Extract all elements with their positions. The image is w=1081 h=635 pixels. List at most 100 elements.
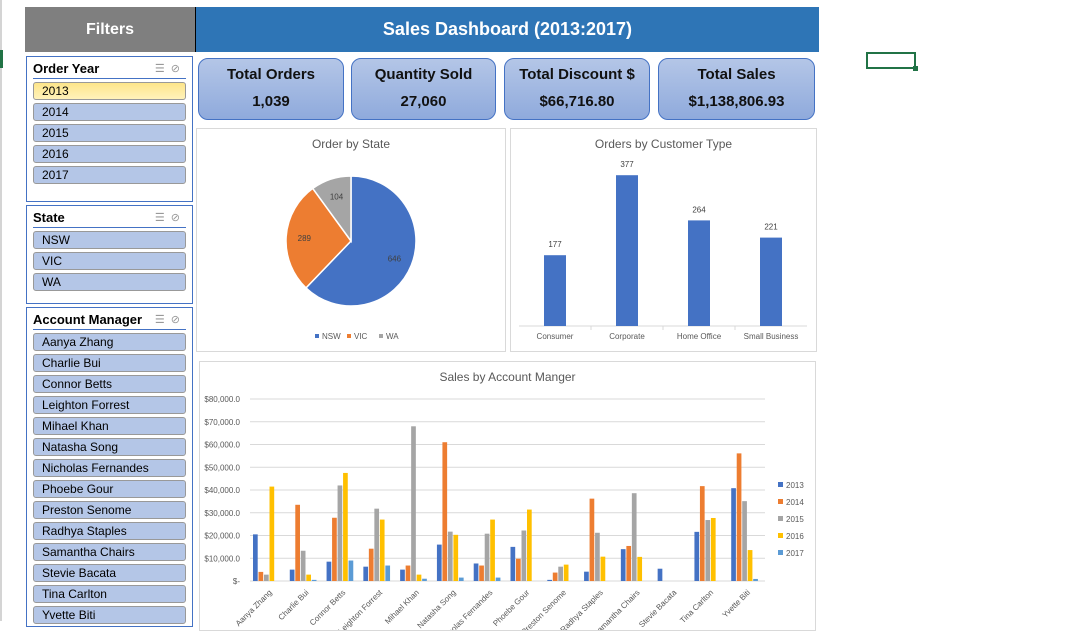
- bar-2015[interactable]: [337, 485, 343, 581]
- bar-2015[interactable]: [447, 531, 453, 581]
- bar-2013[interactable]: [731, 488, 736, 581]
- bar-2015[interactable]: [374, 508, 380, 581]
- data-label: 264: [692, 205, 706, 214]
- bar-2015[interactable]: [484, 533, 490, 581]
- clear-filter-icon[interactable]: ⊘: [170, 212, 186, 224]
- slicer-item[interactable]: Stevie Bacata: [33, 564, 186, 582]
- slicer-item[interactable]: Charlie Bui: [33, 354, 186, 372]
- pie-slice-wa[interactable]: [311, 175, 352, 244]
- slicer-item[interactable]: VIC: [33, 252, 186, 270]
- bar-2016[interactable]: [600, 556, 606, 581]
- slicer-item[interactable]: Nicholas Fernandes: [33, 459, 186, 477]
- bar-2015[interactable]: [558, 566, 563, 581]
- bar-2013[interactable]: [657, 568, 663, 581]
- slicer-item[interactable]: 2014: [33, 103, 186, 121]
- slicer-item[interactable]: NSW: [33, 231, 186, 249]
- y-tick-label: $60,000.0: [204, 441, 240, 450]
- bar-2016[interactable]: [306, 574, 311, 581]
- bar-2017[interactable]: [422, 578, 427, 581]
- bar-2013[interactable]: [473, 563, 479, 581]
- clear-filter-icon[interactable]: ⊘: [170, 314, 186, 326]
- bar-2015[interactable]: [595, 532, 600, 581]
- bar-2013[interactable]: [363, 566, 369, 581]
- slicer-item[interactable]: 2013: [33, 82, 186, 100]
- bar-2013[interactable]: [289, 569, 295, 581]
- selected-cell[interactable]: [866, 52, 918, 71]
- bar-2016[interactable]: [710, 517, 716, 581]
- bar-2016[interactable]: [563, 564, 569, 581]
- bar-2013[interactable]: [547, 579, 552, 581]
- bar-2014[interactable]: [258, 571, 264, 581]
- bar-2017[interactable]: [495, 577, 501, 581]
- pie-slice-nsw[interactable]: [304, 175, 417, 307]
- bar-2015[interactable]: [521, 530, 527, 581]
- bar-2016[interactable]: [490, 519, 495, 581]
- bar-2014[interactable]: [442, 442, 448, 581]
- bar-2013[interactable]: [694, 531, 700, 581]
- bar-2016[interactable]: [416, 574, 422, 581]
- pie-slice-vic[interactable]: [285, 187, 352, 289]
- bar-2015[interactable]: [742, 501, 747, 581]
- bar-2016[interactable]: [453, 534, 459, 581]
- bar-2016[interactable]: [269, 486, 275, 581]
- bar[interactable]: [616, 175, 638, 326]
- bar-2014[interactable]: [368, 548, 374, 581]
- slicer-item[interactable]: 2015: [33, 124, 186, 142]
- bar-2016[interactable]: [637, 556, 643, 581]
- bar[interactable]: [760, 237, 782, 326]
- bar-2017[interactable]: [753, 578, 758, 581]
- bar-2013[interactable]: [436, 544, 442, 581]
- slicer-item[interactable]: Tina Carlton: [33, 585, 186, 603]
- bar-2014[interactable]: [479, 565, 484, 581]
- bar-2015[interactable]: [264, 574, 269, 581]
- multi-select-icon[interactable]: ☰: [154, 212, 171, 224]
- slicer-item[interactable]: Samantha Chairs: [33, 543, 186, 561]
- slicer-item[interactable]: Phoebe Gour: [33, 480, 186, 498]
- bar[interactable]: [544, 255, 566, 326]
- slicer-item[interactable]: WA: [33, 273, 186, 291]
- bar-2016[interactable]: [747, 550, 753, 581]
- bar-2014[interactable]: [332, 517, 337, 581]
- bar-2015[interactable]: [705, 520, 711, 581]
- clear-filter-icon[interactable]: ⊘: [170, 63, 186, 75]
- bar-2013[interactable]: [510, 546, 516, 581]
- bar[interactable]: [688, 220, 710, 326]
- bar-2015[interactable]: [300, 550, 306, 581]
- slicer-item[interactable]: Connor Betts: [33, 375, 186, 393]
- bar-2014[interactable]: [589, 498, 595, 581]
- bar-2014[interactable]: [699, 486, 705, 581]
- bar-2016[interactable]: [527, 509, 532, 581]
- bar-2017[interactable]: [385, 565, 391, 581]
- slicer-item[interactable]: 2016: [33, 145, 186, 163]
- legend-label: NSW: [322, 332, 341, 341]
- bar-2014[interactable]: [736, 453, 742, 581]
- bar-2016[interactable]: [343, 472, 348, 581]
- bar-2017[interactable]: [348, 560, 354, 581]
- bar-2013[interactable]: [326, 561, 332, 581]
- slicer-item[interactable]: Mihael Khan: [33, 417, 186, 435]
- bar-2016[interactable]: [379, 519, 385, 581]
- slicer-item[interactable]: 2017: [33, 166, 186, 184]
- slicer-item[interactable]: Natasha Song: [33, 438, 186, 456]
- slicer-item[interactable]: Radhya Staples: [33, 522, 186, 540]
- bar-2013[interactable]: [253, 534, 258, 581]
- bar-2014[interactable]: [552, 572, 558, 581]
- bar-2015[interactable]: [631, 493, 637, 581]
- multi-select-icon[interactable]: ☰: [154, 314, 171, 326]
- bar-2013[interactable]: [400, 569, 405, 581]
- bar-2014[interactable]: [405, 565, 411, 581]
- data-label: 104: [330, 192, 344, 201]
- bar-2014[interactable]: [626, 545, 632, 581]
- slicer-item[interactable]: Aanya Zhang: [33, 333, 186, 351]
- slicer-item[interactable]: Yvette Biti: [33, 606, 186, 624]
- slicer-item[interactable]: Leighton Forrest: [33, 396, 186, 414]
- bar-2015[interactable]: [411, 426, 416, 581]
- multi-select-icon[interactable]: ☰: [154, 63, 171, 75]
- bar-2013[interactable]: [584, 571, 589, 581]
- bar-2014[interactable]: [295, 504, 300, 581]
- bar-2014[interactable]: [516, 558, 521, 581]
- bar-2017[interactable]: [311, 579, 317, 581]
- bar-2017[interactable]: [458, 577, 464, 581]
- bar-2013[interactable]: [620, 549, 626, 581]
- slicer-item[interactable]: Preston Senome: [33, 501, 186, 519]
